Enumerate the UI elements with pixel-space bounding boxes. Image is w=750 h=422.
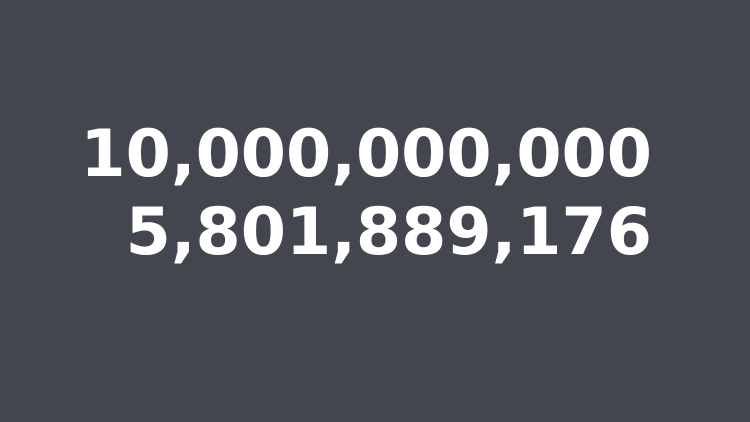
number-line-first: 10,000,000,000 xyxy=(80,117,652,192)
number-stack: 10,000,000,000 5,801,889,176 xyxy=(80,116,652,272)
number-line-second: 5,801,889,176 xyxy=(125,195,652,270)
